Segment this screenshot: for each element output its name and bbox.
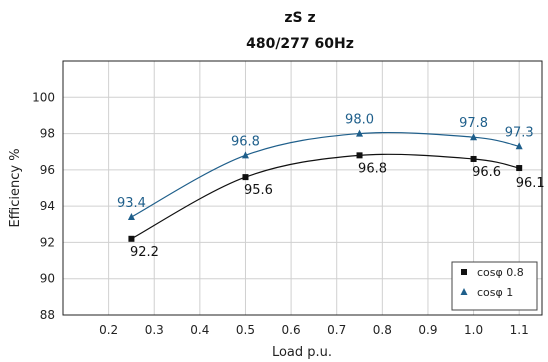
- x-tick-label: 0.9: [418, 323, 437, 337]
- data-point: [470, 155, 477, 162]
- x-axis-label: Load p.u.: [272, 345, 332, 360]
- data-label: 97.8: [459, 116, 488, 131]
- series-layer: 92.2 95.6 96.8 96.6 96.1 93.4 96.8 98.0 97.8 97.3: [117, 113, 545, 260]
- x-tick-label: 0.7: [327, 323, 346, 337]
- x-tick-label: 0.2: [99, 323, 118, 337]
- x-tick-label: 0.8: [373, 323, 392, 337]
- y-axis: 88 90 92 94 96 98 100: [32, 90, 55, 322]
- x-tick-label: 1.1: [510, 323, 529, 337]
- data-label: 96.8: [358, 161, 387, 176]
- data-label: 92.2: [130, 245, 159, 260]
- data-point: [242, 174, 249, 181]
- data-point: [515, 142, 523, 150]
- y-axis-label: Efficiency %: [8, 148, 23, 227]
- data-point: [356, 152, 363, 159]
- x-tick-label: 0.3: [145, 323, 164, 337]
- plot-frame: [62, 60, 543, 316]
- data-point: [128, 235, 135, 242]
- series-cosphi-0-8: 92.2 95.6 96.8 96.6 96.1: [128, 152, 545, 260]
- x-axis: 0.2 0.3 0.4 0.5 0.6 0.7 0.8 0.9 1.0 1.1: [99, 323, 529, 337]
- x-tick-label: 1.0: [464, 323, 483, 337]
- data-label: 93.4: [117, 196, 146, 211]
- legend-marker: [460, 288, 468, 295]
- y-tick-label: 98: [40, 127, 55, 141]
- y-tick-label: 90: [40, 272, 55, 286]
- chart-title: zS z: [284, 10, 315, 26]
- series-cosphi-1: 93.4 96.8 98.0 97.8 97.3: [117, 113, 534, 221]
- data-label: 96.8: [231, 134, 260, 149]
- data-label: 98.0: [345, 113, 374, 128]
- y-tick-label: 94: [40, 199, 55, 213]
- data-label: 96.6: [472, 165, 501, 180]
- x-tick-label: 0.5: [236, 323, 255, 337]
- data-label: 95.6: [244, 183, 273, 198]
- legend-entry: cosφ 0.8: [477, 266, 524, 279]
- data-point: [241, 151, 249, 159]
- data-point: [516, 165, 523, 172]
- series-line: [131, 131, 520, 218]
- y-tick-label: 88: [40, 308, 55, 322]
- legend: cosφ 0.8 cosφ 1: [451, 261, 538, 311]
- y-tick-label: 100: [32, 90, 55, 104]
- chart-subtitle: 480/277 60Hz: [246, 36, 354, 52]
- legend-marker: [461, 269, 467, 275]
- data-point: [470, 133, 478, 141]
- y-tick-label: 92: [40, 235, 55, 249]
- data-label: 97.3: [505, 125, 534, 140]
- legend-entry: cosφ 1: [477, 286, 513, 299]
- series-line: [131, 153, 520, 240]
- data-point: [127, 213, 135, 221]
- data-label: 96.1: [516, 176, 545, 191]
- data-point: [356, 129, 364, 137]
- x-tick-label: 0.4: [190, 323, 209, 337]
- y-tick-label: 96: [40, 163, 55, 177]
- x-tick-label: 0.6: [282, 323, 301, 337]
